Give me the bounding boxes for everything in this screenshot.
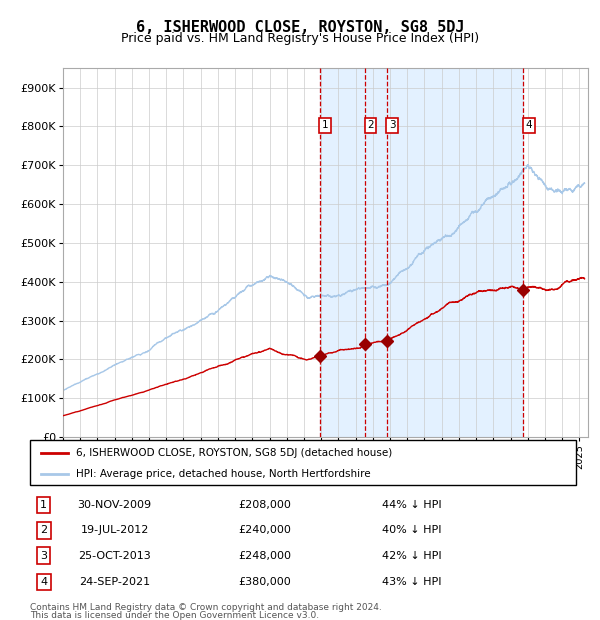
FancyBboxPatch shape xyxy=(30,440,576,485)
Text: 3: 3 xyxy=(40,551,47,560)
Text: 19-JUL-2012: 19-JUL-2012 xyxy=(80,525,149,535)
Text: Price paid vs. HM Land Registry's House Price Index (HPI): Price paid vs. HM Land Registry's House … xyxy=(121,32,479,45)
Text: 24-SEP-2021: 24-SEP-2021 xyxy=(79,577,150,587)
Text: This data is licensed under the Open Government Licence v3.0.: This data is licensed under the Open Gov… xyxy=(30,611,319,620)
Text: 1: 1 xyxy=(322,120,329,130)
Text: 4: 4 xyxy=(526,120,532,130)
Text: 30-NOV-2009: 30-NOV-2009 xyxy=(77,500,152,510)
Text: 6, ISHERWOOD CLOSE, ROYSTON, SG8 5DJ: 6, ISHERWOOD CLOSE, ROYSTON, SG8 5DJ xyxy=(136,20,464,35)
Text: 4: 4 xyxy=(40,577,47,587)
Bar xyxy=(320,68,523,437)
Text: HPI: Average price, detached house, North Hertfordshire: HPI: Average price, detached house, Nort… xyxy=(76,469,371,479)
Text: Contains HM Land Registry data © Crown copyright and database right 2024.: Contains HM Land Registry data © Crown c… xyxy=(30,603,382,612)
Text: £380,000: £380,000 xyxy=(238,577,291,587)
Text: 25-OCT-2013: 25-OCT-2013 xyxy=(78,551,151,560)
Text: 44% ↓ HPI: 44% ↓ HPI xyxy=(382,500,442,510)
Text: 6, ISHERWOOD CLOSE, ROYSTON, SG8 5DJ (detached house): 6, ISHERWOOD CLOSE, ROYSTON, SG8 5DJ (de… xyxy=(76,448,392,458)
Text: 43% ↓ HPI: 43% ↓ HPI xyxy=(382,577,442,587)
Text: 3: 3 xyxy=(389,120,395,130)
Text: £240,000: £240,000 xyxy=(238,525,291,535)
Text: 40% ↓ HPI: 40% ↓ HPI xyxy=(382,525,442,535)
Text: £248,000: £248,000 xyxy=(238,551,291,560)
Text: 42% ↓ HPI: 42% ↓ HPI xyxy=(382,551,442,560)
Text: 2: 2 xyxy=(367,120,374,130)
Text: 1: 1 xyxy=(40,500,47,510)
Text: 2: 2 xyxy=(40,525,47,535)
Text: £208,000: £208,000 xyxy=(238,500,291,510)
